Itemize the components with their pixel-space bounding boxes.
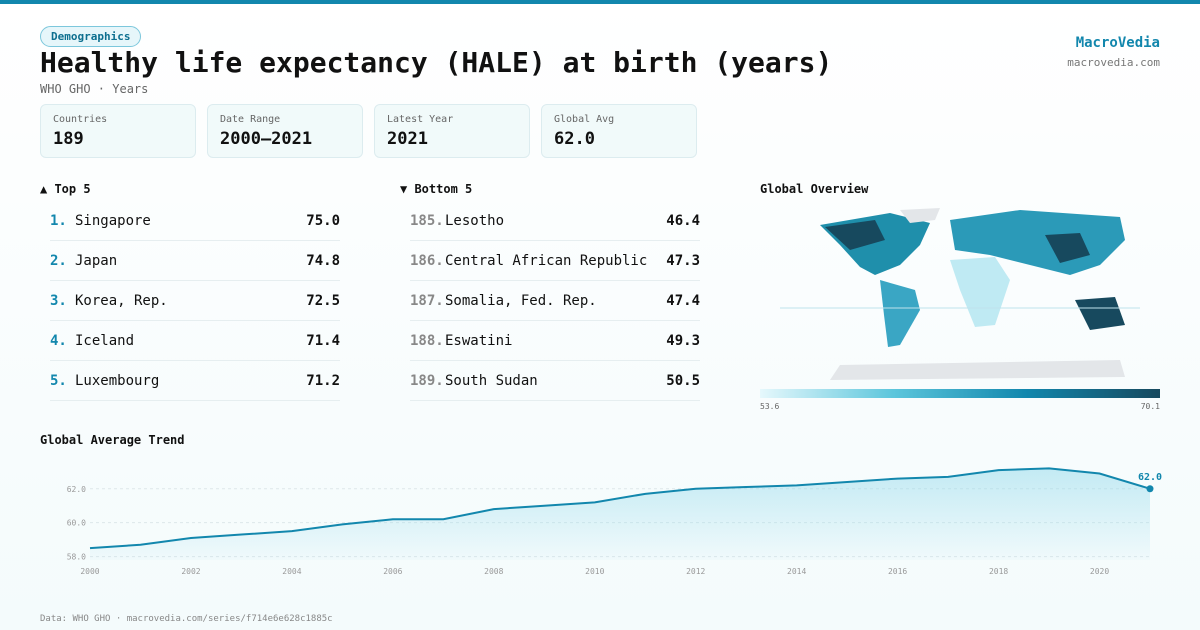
stat-label: Latest Year	[387, 114, 454, 125]
x-tick-label: 2004	[282, 567, 301, 576]
stat-value: 189	[53, 129, 84, 149]
chart-title: Global Average Trend	[40, 433, 185, 447]
scale-max: 70.1	[1140, 402, 1160, 411]
australia	[1075, 297, 1125, 330]
rank: 3.	[50, 293, 67, 309]
stat-value: 2000–2021	[220, 129, 313, 149]
rank: 187.	[410, 293, 444, 309]
tag: Demographics	[40, 26, 142, 47]
country-name: Eswatini	[445, 333, 513, 349]
stat-card: Date Range 2000–2021	[207, 104, 363, 158]
list-row: 3. Korea, Rep. 72.5	[50, 280, 340, 321]
stat-card: Countries 189	[40, 104, 196, 158]
x-tick-label: 2018	[989, 567, 1008, 576]
country-name: Japan	[75, 253, 118, 269]
country-value: 72.5	[306, 293, 340, 309]
list-row: 2. Japan 74.8	[50, 240, 340, 281]
country-name: Somalia, Fed. Rep.	[445, 293, 597, 309]
map-title: Global Overview	[760, 182, 869, 196]
list-row: 186. Central African Republic 47.3	[410, 240, 700, 281]
country-name: Central African Republic	[445, 253, 648, 269]
y-tick-label: 60.0	[67, 519, 86, 528]
list-row: 188. Eswatini 49.3	[410, 320, 700, 361]
x-tick-label: 2002	[181, 567, 200, 576]
rank: 4.	[50, 333, 67, 349]
world-map	[780, 208, 1140, 380]
country-value: 47.3	[666, 253, 700, 269]
africa	[950, 257, 1010, 327]
subtitle: WHO GHO · Years	[40, 82, 149, 96]
stat-value: 62.0	[554, 129, 595, 149]
list-row: 4. Iceland 71.4	[50, 320, 340, 361]
list-row: 187. Somalia, Fed. Rep. 47.4	[410, 280, 700, 321]
rank: 2.	[50, 253, 67, 269]
x-tick-label: 2012	[686, 567, 705, 576]
country-name: Singapore	[75, 213, 151, 229]
greenland	[900, 208, 940, 223]
country-value: 74.8	[306, 253, 340, 269]
stat-label: Global Avg	[554, 114, 615, 125]
country-value: 71.2	[306, 373, 340, 389]
list-row: 5. Luxembourg 71.2	[50, 360, 340, 401]
country-name: Luxembourg	[75, 373, 160, 389]
stat-card: Global Avg 62.0	[541, 104, 697, 158]
rank: 186.	[410, 253, 444, 269]
brand: MacroVedia	[1075, 35, 1160, 51]
country-value: 47.4	[666, 293, 700, 309]
country-name: Lesotho	[445, 213, 505, 229]
antarctica	[830, 360, 1125, 380]
x-tick-label: 2014	[787, 567, 806, 576]
china	[1045, 233, 1090, 263]
list-row: 1. Singapore 75.0	[50, 200, 340, 241]
scale-min: 53.6	[760, 402, 780, 411]
x-tick-label: 2000	[80, 567, 99, 576]
country-value: 46.4	[666, 213, 700, 229]
stat-label: Countries	[53, 114, 108, 125]
rank: 5.	[50, 373, 67, 389]
top-title: ▲ Top 5	[40, 182, 91, 196]
x-tick-label: 2010	[585, 567, 604, 576]
y-tick-label: 58.0	[67, 553, 86, 562]
value-label: 62.0	[1138, 472, 1162, 483]
title: Healthy life expectancy (HALE) at birth …	[40, 46, 833, 79]
list-row: 189. South Sudan 50.5	[410, 360, 700, 401]
x-tick-label: 2006	[383, 567, 402, 576]
trend-line	[89, 467, 1151, 550]
eurasia	[950, 210, 1125, 275]
country-name: South Sudan	[445, 373, 538, 389]
x-tick-label: 2008	[484, 567, 503, 576]
canada	[825, 220, 885, 250]
x-tick-label: 2020	[1090, 567, 1109, 576]
rank: 185.	[410, 213, 444, 229]
country-value: 71.4	[306, 333, 340, 349]
country-value: 49.3	[666, 333, 700, 349]
footer: Data: WHO GHO · macrovedia.com/series/f7…	[40, 614, 333, 624]
trend-chart: 58.0 60.0 62.0 2000 2002 2004 2006 2008 2010 2012…	[67, 467, 1162, 576]
rank: 188.	[410, 333, 444, 349]
country-value: 75.0	[306, 213, 340, 229]
stat-value: 2021	[387, 129, 428, 149]
stat-card: Latest Year 2021	[374, 104, 530, 158]
country-name: Iceland	[75, 333, 135, 349]
domain: macrovedia.com	[1067, 56, 1160, 69]
area	[90, 468, 1150, 560]
south-america	[880, 280, 920, 347]
end-point	[1146, 485, 1154, 493]
x-tick-label: 2016	[888, 567, 907, 576]
bottom-title: ▼ Bottom 5	[400, 182, 473, 196]
rank: 1.	[50, 213, 67, 229]
stat-label: Date Range	[220, 114, 281, 125]
y-tick-label: 62.0	[67, 485, 86, 494]
country-name: Korea, Rep.	[75, 293, 168, 309]
list-row: 185. Lesotho 46.4	[410, 200, 700, 241]
color-scale	[760, 389, 1160, 398]
rank: 189.	[410, 373, 444, 389]
top-bar	[0, 0, 1200, 4]
country-value: 50.5	[666, 373, 700, 389]
